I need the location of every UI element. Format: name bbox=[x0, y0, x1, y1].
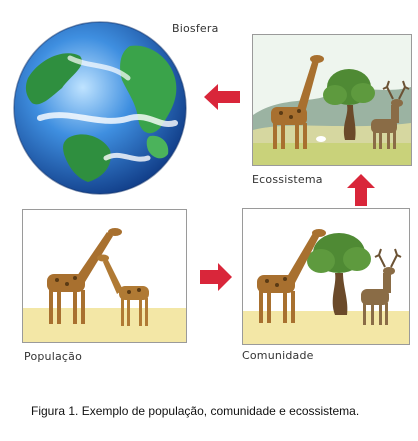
panel-ecosystem bbox=[252, 34, 412, 166]
giraffe-icon bbox=[257, 229, 326, 323]
label-community: Comunidade bbox=[242, 349, 314, 362]
label-ecosystem: Ecossistema bbox=[252, 173, 323, 186]
giraffe-icon bbox=[271, 55, 324, 149]
tree-icon bbox=[307, 233, 371, 315]
arrow-right-icon bbox=[200, 263, 232, 291]
deer-icon bbox=[371, 80, 410, 149]
deer-icon bbox=[361, 248, 402, 325]
label-biosphere: Biosfera bbox=[172, 22, 219, 35]
giraffe-icon bbox=[97, 254, 149, 326]
globe-icon bbox=[10, 18, 190, 198]
label-population: População bbox=[24, 350, 83, 363]
arrow-up-icon bbox=[347, 174, 375, 206]
panel-population bbox=[22, 209, 187, 343]
panel-community bbox=[242, 208, 410, 345]
arrow-left-icon bbox=[204, 82, 240, 112]
tree-icon bbox=[323, 69, 375, 140]
figure-caption: Figura 1. Exemplo de população, comunida… bbox=[31, 404, 360, 418]
giraffe-icon bbox=[47, 228, 122, 324]
